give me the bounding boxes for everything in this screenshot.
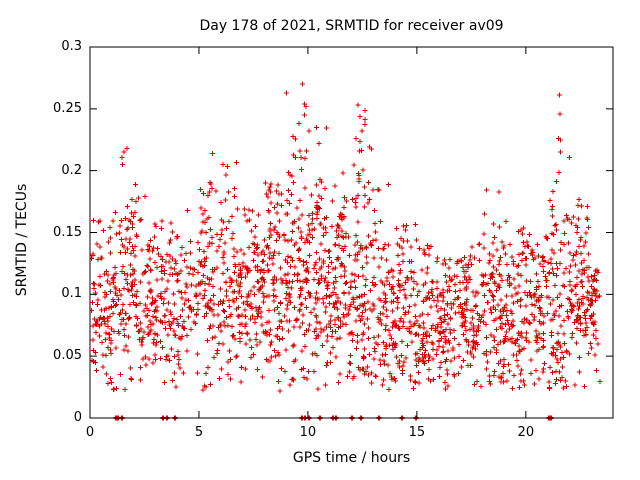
axis-ticks: [89, 46, 613, 419]
chart-title: Day 178 of 2021, SRMTID for receiver av0…: [199, 18, 504, 34]
x-tick-label: 20: [517, 425, 535, 440]
x-tick-label: 15: [408, 425, 426, 440]
x-tick-label: 5: [194, 425, 204, 440]
x-tick-label: 10: [299, 425, 317, 440]
x-axis-label: GPS time / hours: [292, 450, 411, 466]
y-axis-label: SRMTID / TECUs: [14, 183, 30, 297]
y-tick-label: 0.2: [61, 162, 82, 178]
y-tick-label: 0.3: [61, 39, 82, 54]
plot-border: [89, 46, 614, 419]
y-tick-label: 0.05: [53, 348, 82, 364]
x-tick-label: 0: [85, 425, 95, 440]
y-tick-label: 0.1: [61, 286, 82, 302]
y-tick-label: 0: [73, 410, 82, 425]
y-tick-label: 0.15: [53, 224, 82, 240]
y-tick-label: 0.25: [53, 100, 82, 116]
scatter-points: [90, 81, 603, 394]
